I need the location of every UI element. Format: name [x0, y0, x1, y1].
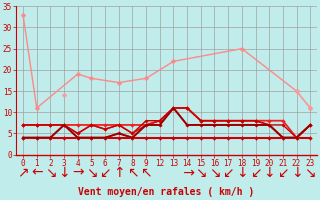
- X-axis label: Vent moyen/en rafales ( km/h ): Vent moyen/en rafales ( km/h ): [78, 187, 255, 197]
